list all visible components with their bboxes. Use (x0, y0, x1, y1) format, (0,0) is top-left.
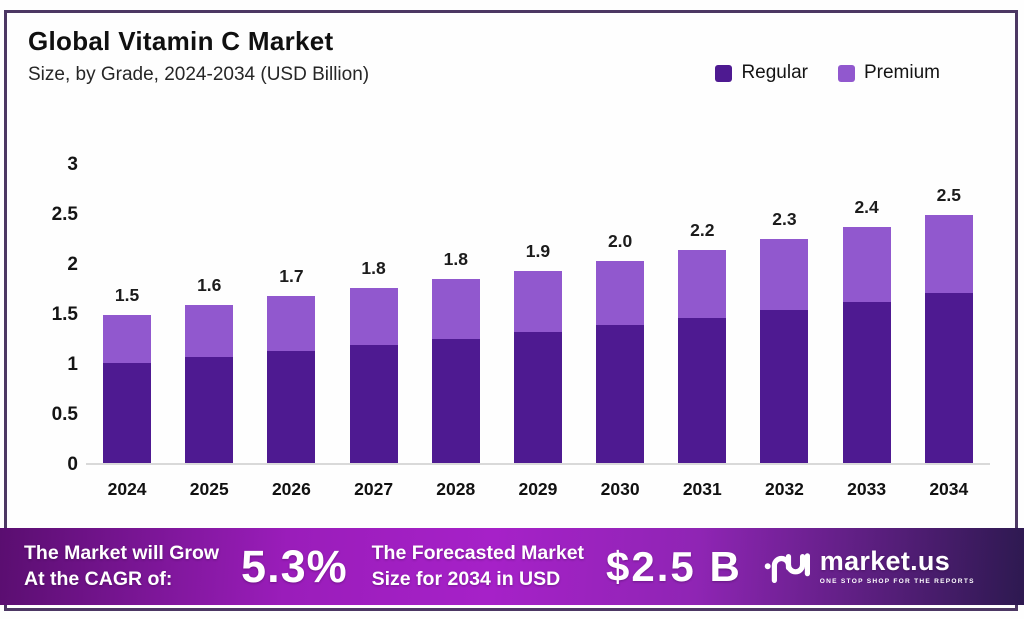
premium-segment (103, 315, 152, 363)
legend-swatch-premium-icon (837, 64, 855, 82)
x-axis-label: 2027 (354, 479, 394, 499)
regular-segment (431, 339, 480, 463)
premium-segment (185, 305, 234, 357)
premium-segment (349, 288, 398, 345)
premium-segment (267, 296, 316, 351)
bar-group-2024: 1.5 2024 (103, 165, 152, 499)
forecast-value: $2.5 B (606, 542, 742, 590)
plot-area: 1.5 2024 1.6 2025 1.7 2026 1.8 2027 1.8 2028 1.9 20… (86, 165, 990, 499)
premium-segment (678, 250, 727, 318)
y-tick-label: 0.5 (51, 404, 78, 425)
x-axis-label: 2026 (271, 479, 311, 499)
bar-group-2025: 1.6 2025 (185, 165, 234, 499)
regular-segment (513, 332, 562, 463)
y-tick-label: 3 (67, 154, 78, 175)
premium-segment (431, 279, 480, 339)
cagr-label: The Market will Grow At the CAGR of: (24, 541, 219, 592)
x-axis-label: 2033 (847, 479, 887, 499)
forecast-label: The Forecasted Market Size for 2034 in U… (372, 541, 584, 592)
bar-group-2027: 1.8 2027 (349, 165, 398, 499)
regular-segment (924, 293, 973, 463)
premium-segment (924, 215, 973, 293)
cagr-label-line2: At the CAGR of: (24, 567, 173, 590)
marketus-logo-icon (764, 552, 810, 583)
marketus-brand-logo[interactable]: market.us ONE STOP SHOP FOR THE REPORTS (764, 548, 975, 585)
y-tick-label: 1.5 (51, 304, 78, 325)
bar-group-2029: 1.9 2029 (513, 165, 562, 499)
x-axis-label: 2025 (189, 479, 229, 499)
legend-label-premium: Premium (863, 62, 940, 83)
regular-segment (596, 325, 645, 463)
x-axis-label: 2030 (600, 479, 640, 499)
bar-total-label: 1.7 (279, 266, 304, 286)
bar-group-2032: 2.3 2032 (760, 165, 809, 499)
regular-segment (267, 351, 316, 463)
bar-total-label: 2.0 (607, 231, 633, 251)
bar-total-label: 2.5 (936, 185, 961, 205)
y-tick-label: 1 (67, 354, 78, 375)
y-axis: 3 2.5 2 1.5 1 0.5 0 (26, 154, 78, 475)
regular-segment (349, 345, 398, 463)
bar-total-label: 1.5 (114, 285, 140, 305)
bar-total-label: 1.8 (361, 258, 386, 278)
bar-group-2026: 1.7 2026 (267, 165, 316, 499)
legend-swatch-regular-icon (715, 64, 733, 82)
y-tick-label: 2.5 (51, 204, 78, 225)
brand-tagline: ONE STOP SHOP FOR THE REPORTS (819, 578, 975, 585)
regular-segment (678, 318, 727, 463)
forecast-label-line2: Size for 2034 in USD (371, 567, 561, 590)
cagr-value: 5.3% (241, 540, 348, 592)
regular-segment (760, 310, 809, 463)
premium-segment (842, 227, 891, 302)
legend-item-premium: Premium (837, 62, 940, 84)
bar-total-label: 1.6 (197, 275, 222, 295)
page-subtitle: Size, by Grade, 2024-2034 (USD Billion) (28, 64, 370, 85)
bar-group-2030: 2.0 2030 (596, 165, 645, 499)
premium-segment (596, 261, 645, 325)
chart-legend: Regular Premium (715, 62, 940, 84)
premium-segment (513, 271, 562, 332)
x-axis-label: 2028 (436, 479, 476, 499)
regular-segment (103, 363, 152, 463)
bar-total-label: 2.4 (854, 197, 879, 217)
brand-name: market.us (819, 546, 951, 576)
forecast-label-line1: The Forecasted Market (371, 541, 585, 564)
cagr-label-line1: The Market will Grow (24, 541, 220, 564)
x-axis-label: 2024 (107, 479, 147, 499)
x-axis-label: 2034 (929, 479, 969, 499)
x-axis-label: 2032 (764, 479, 804, 499)
bar-total-label: 1.8 (443, 249, 468, 269)
bar-total-label: 2.2 (690, 220, 715, 240)
legend-item-regular: Regular (715, 62, 808, 84)
bar-group-2033: 2.4 2033 (842, 165, 891, 499)
page-title: Global Vitamin C Market (28, 26, 334, 56)
premium-segment (760, 239, 809, 310)
regular-segment (185, 357, 234, 463)
bar-group-2034: 2.5 2034 (924, 165, 973, 499)
x-axis-label: 2029 (518, 479, 558, 499)
bar-total-label: 1.9 (525, 241, 551, 261)
y-tick-label: 2 (67, 254, 78, 275)
brand-text-block: market.us ONE STOP SHOP FOR THE REPORTS (819, 546, 975, 586)
bar-group-2028: 1.8 2028 (431, 165, 480, 499)
footer-banner: The Market will Grow At the CAGR of: 5.3… (0, 528, 1024, 605)
regular-segment (842, 302, 891, 463)
bar-group-2031: 2.2 2031 (678, 165, 727, 499)
y-tick-label: 0 (67, 454, 78, 475)
x-axis-label: 2031 (682, 479, 722, 499)
legend-label-regular: Regular (741, 62, 808, 83)
bar-total-label: 2.3 (772, 209, 797, 229)
